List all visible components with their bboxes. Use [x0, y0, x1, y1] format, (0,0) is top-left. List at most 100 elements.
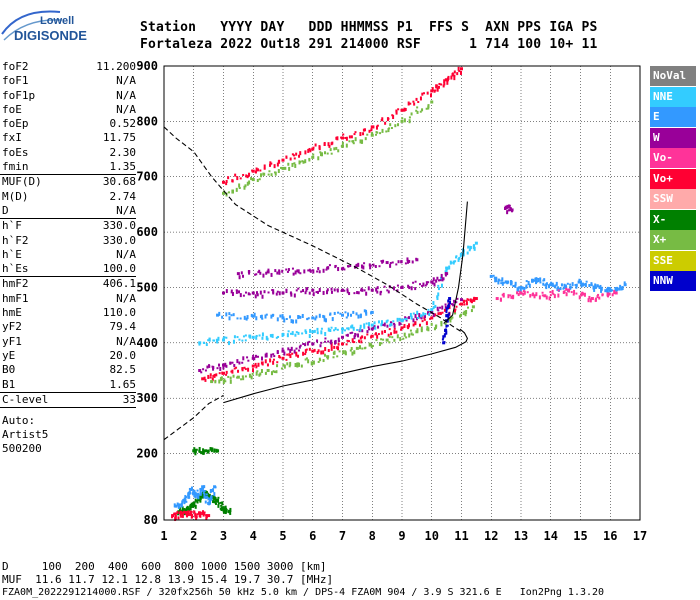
data-point	[199, 495, 202, 500]
data-point	[207, 495, 210, 499]
data-point	[209, 488, 212, 493]
data-point	[436, 297, 439, 301]
data-point	[495, 278, 498, 283]
data-point	[193, 493, 196, 498]
legend-item: Vo-	[650, 148, 696, 168]
data-point	[359, 313, 362, 318]
data-point	[406, 257, 409, 262]
data-point	[273, 164, 276, 169]
data-point	[204, 449, 208, 453]
data-point	[206, 449, 209, 452]
data-point	[252, 179, 255, 182]
data-point	[383, 330, 386, 334]
data-point	[432, 277, 435, 282]
data-point	[516, 291, 519, 295]
data-point	[341, 136, 344, 140]
data-point	[288, 353, 291, 357]
data-point	[562, 287, 565, 290]
param-name: MUF(D)	[2, 175, 42, 189]
data-point	[470, 309, 473, 313]
data-point	[246, 356, 249, 359]
data-point	[599, 284, 602, 289]
param-row: foF1p N/A	[0, 89, 140, 103]
param-row: foE N/A	[0, 103, 140, 117]
x-tick-label: 7	[339, 529, 346, 543]
data-point	[368, 322, 371, 327]
data-point	[394, 124, 397, 128]
data-point	[290, 319, 293, 324]
data-point	[319, 344, 322, 348]
data-point	[207, 339, 210, 342]
data-point	[409, 312, 412, 317]
header-values: Fortaleza 2022 Out18 291 214000 RSF 1 71…	[140, 37, 598, 52]
data-point	[276, 290, 279, 293]
data-point	[432, 313, 435, 318]
data-point	[434, 313, 437, 317]
data-point	[403, 323, 406, 328]
data-point	[384, 121, 387, 125]
data-point	[407, 284, 410, 288]
data-point	[600, 288, 603, 293]
data-point	[543, 294, 547, 298]
data-point	[290, 292, 293, 297]
data-point	[304, 150, 307, 155]
series-marks	[171, 510, 211, 522]
data-point	[348, 140, 351, 143]
data-point	[225, 507, 228, 511]
data-point	[198, 447, 201, 452]
data-point	[535, 277, 538, 280]
data-point	[178, 503, 181, 508]
data-point	[241, 361, 244, 364]
data-point	[414, 313, 417, 318]
data-point	[352, 140, 355, 144]
data-point	[609, 287, 612, 291]
data-point	[344, 311, 347, 314]
data-point	[400, 326, 404, 330]
data-point	[450, 261, 453, 264]
data-point	[565, 292, 568, 297]
data-point	[345, 136, 348, 141]
data-point	[619, 284, 622, 288]
data-point	[454, 308, 457, 311]
data-point	[504, 280, 508, 284]
data-point	[238, 290, 241, 294]
data-point	[259, 271, 262, 275]
data-point	[403, 332, 406, 337]
data-point	[377, 333, 380, 336]
data-point	[364, 137, 367, 141]
data-point	[453, 299, 456, 303]
data-point	[273, 355, 276, 358]
data-point	[179, 503, 182, 506]
data-point	[211, 447, 214, 452]
data-point	[361, 288, 364, 292]
data-point	[318, 357, 321, 361]
data-point	[217, 503, 220, 508]
data-point	[416, 106, 419, 109]
data-point	[393, 323, 396, 328]
data-point	[601, 293, 604, 297]
data-point	[408, 116, 411, 119]
data-point	[260, 361, 263, 365]
data-point	[199, 489, 202, 494]
data-point	[443, 79, 446, 84]
data-point	[450, 75, 453, 80]
data-point	[408, 333, 411, 338]
data-point	[360, 287, 363, 290]
data-point	[426, 328, 429, 331]
data-point	[579, 280, 582, 284]
data-marks	[171, 66, 627, 522]
series-marks	[222, 272, 449, 299]
data-point	[306, 318, 309, 321]
data-point	[304, 291, 307, 295]
data-point	[598, 296, 601, 300]
data-point	[386, 324, 389, 328]
data-point	[587, 298, 590, 303]
y-tick-label: 900	[136, 59, 158, 73]
data-point	[362, 128, 365, 132]
data-point	[264, 314, 267, 319]
data-point	[267, 173, 270, 176]
data-point	[218, 379, 221, 384]
data-point	[272, 358, 275, 361]
data-point	[615, 290, 618, 293]
data-point	[257, 362, 260, 367]
